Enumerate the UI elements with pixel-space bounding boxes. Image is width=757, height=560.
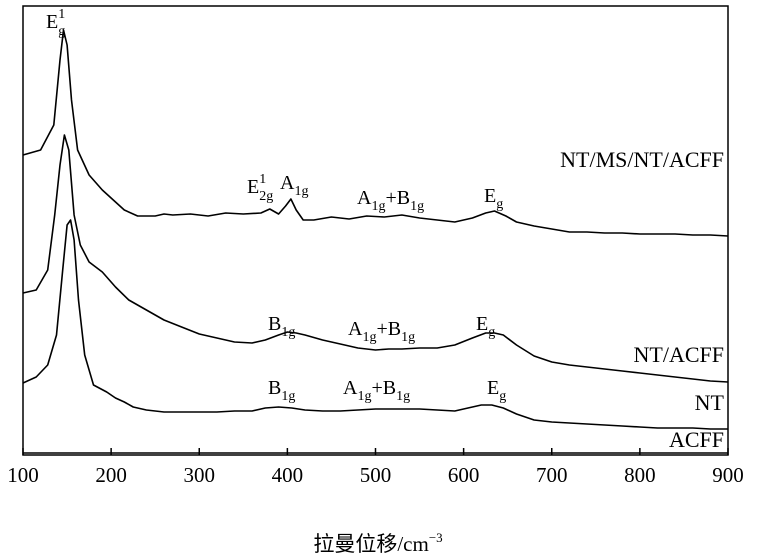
peak-annotations: E1 g E1 2g A1g A1g+B1g Eg B1g A1g+B1g Eg B1g A1g+B1… bbox=[46, 7, 506, 404]
x-tick-label: 400 bbox=[272, 463, 304, 487]
x-tick-label: 300 bbox=[184, 463, 216, 487]
x-axis-label: 拉曼位移/cm−3 bbox=[313, 530, 442, 556]
x-tick-label: 500 bbox=[360, 463, 392, 487]
peak-annotation: Eg bbox=[487, 377, 506, 404]
series-line-1 bbox=[22, 134, 729, 383]
series-line-0 bbox=[22, 29, 729, 237]
x-ticks: 100 200 300 400 500 600 700 800 900 bbox=[7, 448, 744, 487]
peak-annotation: A1g+B1g bbox=[348, 318, 415, 345]
series-labels: NT/MS/NT/ACFF NT/ACFF NT ACFF bbox=[560, 147, 724, 452]
x-axis-label-sup: −3 bbox=[429, 530, 443, 545]
peak-annotation: Eg bbox=[484, 185, 503, 212]
peak-annotation: B1g bbox=[268, 377, 295, 404]
x-tick-label: 600 bbox=[448, 463, 480, 487]
peak-annotation: A1g+B1g bbox=[343, 377, 410, 404]
peak-annotation: Eg bbox=[476, 313, 495, 340]
series-line-2 bbox=[22, 219, 728, 430]
x-tick-label: 900 bbox=[712, 463, 744, 487]
x-tick-label: 100 bbox=[7, 463, 39, 487]
spectra-lines bbox=[22, 29, 729, 454]
series-label: NT/ACFF bbox=[634, 342, 724, 367]
peak-annotation: A1g+B1g bbox=[357, 187, 424, 214]
x-tick-label: 800 bbox=[624, 463, 656, 487]
peak-annotation: E1 g bbox=[46, 7, 65, 39]
x-tick-label: 700 bbox=[536, 463, 568, 487]
series-label: ACFF bbox=[669, 427, 724, 452]
peak-annotation: B1g bbox=[268, 313, 295, 340]
x-tick-label: 200 bbox=[95, 463, 127, 487]
x-axis-label-main: 拉曼位移/cm bbox=[313, 532, 429, 556]
peak-annotation: E1 2g bbox=[247, 172, 273, 204]
series-label: NT bbox=[695, 390, 725, 415]
peak-annotation: A1g bbox=[280, 172, 308, 199]
series-label: NT/MS/NT/ACFF bbox=[560, 147, 724, 172]
